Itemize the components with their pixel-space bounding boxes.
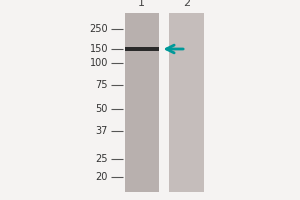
Text: 100: 100: [90, 58, 108, 68]
Bar: [169, 13, 204, 192]
Bar: [124, 47, 159, 51]
Text: 2: 2: [183, 0, 190, 8]
Text: 250: 250: [89, 24, 108, 34]
Bar: [124, 13, 159, 192]
Text: 150: 150: [89, 44, 108, 54]
Text: 1: 1: [138, 0, 145, 8]
Text: 50: 50: [96, 104, 108, 114]
Text: 75: 75: [95, 80, 108, 90]
Text: 37: 37: [96, 126, 108, 136]
Text: 25: 25: [95, 154, 108, 164]
Text: 20: 20: [96, 172, 108, 182]
